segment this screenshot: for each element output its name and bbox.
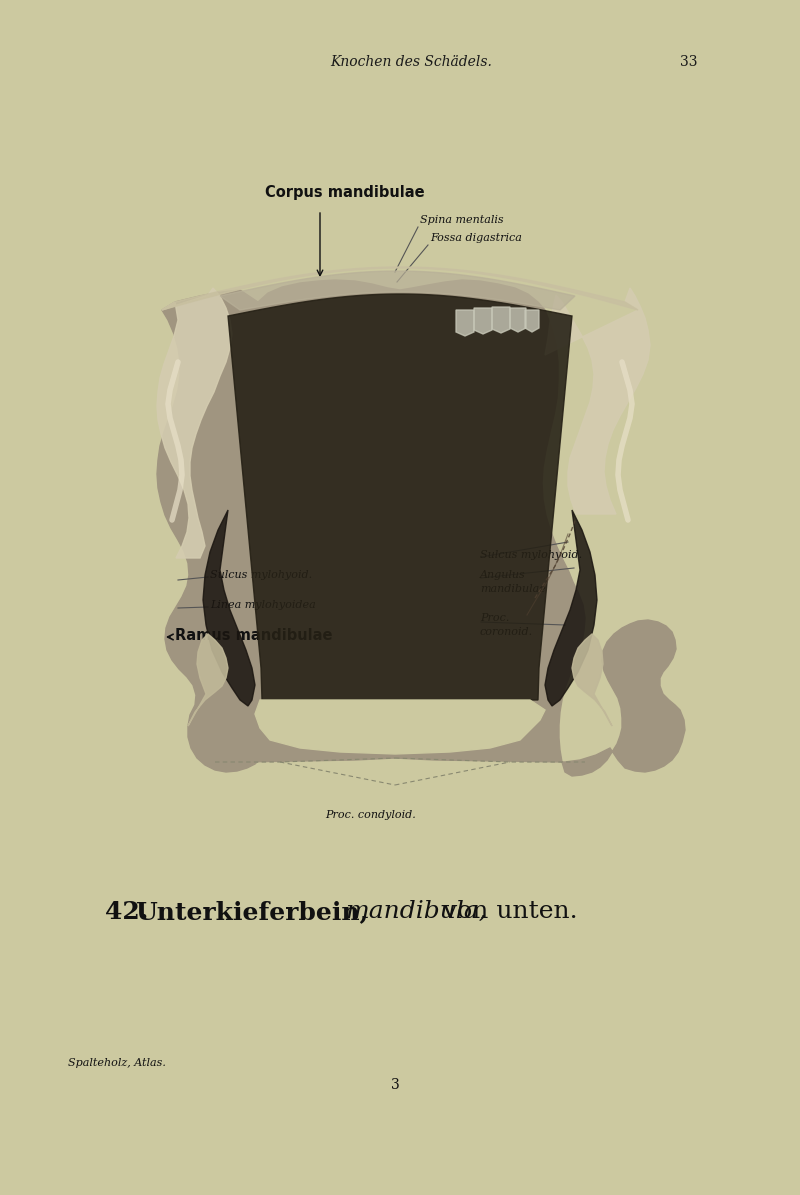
Text: Proc. condyloid.: Proc. condyloid. <box>325 810 416 820</box>
Polygon shape <box>525 310 539 332</box>
Text: Linea mylohyoidea: Linea mylohyoidea <box>210 600 316 609</box>
Text: von unten.: von unten. <box>435 900 578 923</box>
Polygon shape <box>203 510 255 706</box>
Polygon shape <box>157 288 232 558</box>
Polygon shape <box>255 700 545 754</box>
Polygon shape <box>492 307 510 333</box>
Text: mandibula,: mandibula, <box>345 900 486 923</box>
Text: Sulcus mylohyoid.: Sulcus mylohyoid. <box>210 570 312 580</box>
Polygon shape <box>228 294 572 700</box>
Text: 42.: 42. <box>105 900 148 924</box>
Text: Fossa digastrica: Fossa digastrica <box>430 233 522 243</box>
Text: Corpus mandibulae: Corpus mandibulae <box>265 185 425 200</box>
Polygon shape <box>162 266 638 310</box>
Text: coronoid.: coronoid. <box>480 627 533 637</box>
Text: Ramus mandibulae: Ramus mandibulae <box>175 627 333 643</box>
Text: Spalteholz, Atlas.: Spalteholz, Atlas. <box>68 1058 166 1068</box>
Text: Unterkieferbein,: Unterkieferbein, <box>135 900 368 924</box>
Text: 3: 3 <box>390 1078 399 1092</box>
Text: 33: 33 <box>680 55 698 69</box>
Polygon shape <box>188 635 228 727</box>
Polygon shape <box>572 635 612 727</box>
Polygon shape <box>456 310 474 336</box>
Text: Sulcus mylohyoid.: Sulcus mylohyoid. <box>480 550 582 560</box>
Polygon shape <box>220 271 575 310</box>
Polygon shape <box>157 280 685 776</box>
Text: Proc.: Proc. <box>480 613 510 623</box>
Text: Knochen des Schädels.: Knochen des Schädels. <box>330 55 492 69</box>
Polygon shape <box>545 510 597 706</box>
Text: Spina mentalis: Spina mentalis <box>420 215 504 225</box>
Polygon shape <box>474 308 492 333</box>
Text: Angulus: Angulus <box>480 570 526 580</box>
Polygon shape <box>510 308 526 332</box>
Text: mandibulae: mandibulae <box>480 584 546 594</box>
Polygon shape <box>545 288 650 514</box>
